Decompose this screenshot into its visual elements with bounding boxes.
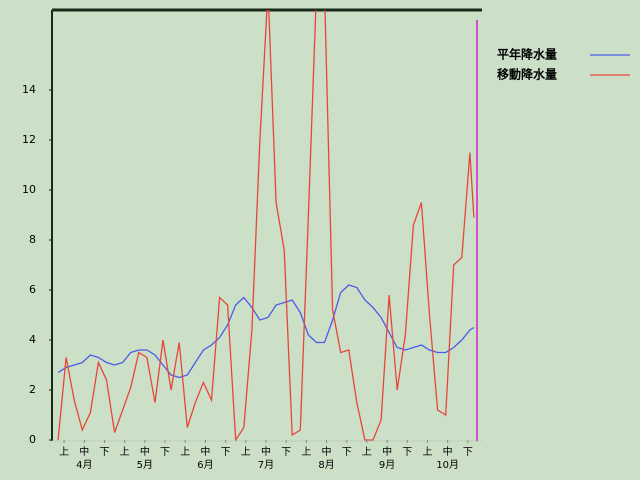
month-label: 4月	[76, 459, 92, 471]
series-line	[57, 10, 475, 441]
x-tick-label: 上	[180, 446, 190, 458]
plot-area	[57, 10, 475, 441]
series-line	[57, 284, 475, 379]
y-tick-label: 4	[29, 333, 36, 346]
month-label: 10月	[436, 459, 459, 471]
month-label: 8月	[318, 459, 334, 471]
x-tick-label: 下	[99, 447, 109, 458]
x-tick-label: 中	[200, 445, 210, 458]
x-tick-label: 上	[422, 446, 432, 458]
legend-label: 移動降水量	[497, 67, 557, 82]
y-tick-label: 12	[22, 133, 36, 146]
y-tick-label: 8	[29, 233, 36, 246]
x-tick-label: 中	[443, 445, 453, 458]
x-tick-label: 下	[402, 447, 412, 458]
month-label: 9月	[379, 459, 395, 471]
x-tick-label: 上	[362, 446, 372, 458]
legend-label: 平年降水量	[497, 47, 557, 62]
y-tick-label: 6	[29, 283, 36, 296]
y-tick-label: 10	[22, 183, 36, 196]
x-tick-label: 下	[221, 447, 231, 458]
y-tick-label: 2	[29, 383, 36, 396]
x-tick-label: 下	[342, 447, 352, 458]
x-tick-label: 上	[120, 446, 130, 458]
x-tick-label: 中	[382, 445, 392, 458]
x-tick-label: 中	[261, 445, 271, 458]
y-tick-label: 0	[29, 433, 36, 446]
x-tick-label: 中	[79, 445, 89, 458]
x-tick-label: 中	[322, 445, 332, 458]
month-label: 6月	[197, 459, 213, 471]
month-label: 7月	[258, 459, 274, 471]
x-tick-label: 下	[463, 447, 473, 458]
x-tick-label: 上	[59, 446, 69, 458]
x-tick-label: 上	[301, 446, 311, 458]
y-tick-label: 14	[22, 83, 36, 96]
x-tick-label: 下	[281, 447, 291, 458]
x-tick-label: 下	[160, 447, 170, 458]
x-tick-label: 中	[140, 445, 150, 458]
month-label: 5月	[137, 459, 153, 471]
x-tick-label: 上	[241, 446, 251, 458]
